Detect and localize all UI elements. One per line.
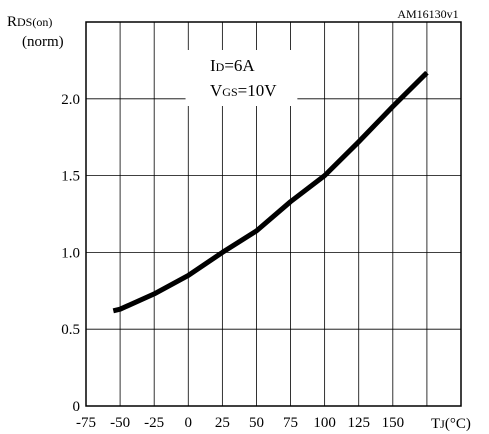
y-tick-label: 0.5 bbox=[61, 322, 80, 338]
y-axis-label: RDS(on) bbox=[7, 14, 52, 30]
figure-code: AM16130v1 bbox=[397, 7, 458, 21]
y-tick-label: 2.0 bbox=[61, 92, 80, 108]
x-tick-label: 0 bbox=[185, 415, 193, 431]
x-tick-label: -75 bbox=[76, 415, 96, 431]
x-tick-label: -25 bbox=[144, 415, 164, 431]
x-tick-labels: -75 -50 -25 0 25 50 75 100 125 150 bbox=[76, 415, 404, 431]
y-tick-label: 0 bbox=[73, 399, 81, 415]
x-tick-label: 150 bbox=[382, 415, 405, 431]
x-tick-label: 50 bbox=[249, 415, 264, 431]
y-axis-label-unit: (norm) bbox=[22, 34, 64, 50]
annotation-voltage: VGS=10V bbox=[210, 81, 277, 100]
x-tick-label: 125 bbox=[347, 415, 370, 431]
annotation-background bbox=[185, 50, 298, 106]
plot-frame bbox=[85, 21, 462, 407]
annotation-current: ID=6A bbox=[210, 56, 255, 75]
y-tick-labels: 0 0.5 1.0 1.5 2.0 bbox=[61, 92, 80, 415]
x-axis-label: TJ(°C) bbox=[431, 416, 471, 432]
y-tick-label: 1.5 bbox=[61, 169, 80, 185]
x-tick-label: 25 bbox=[215, 415, 230, 431]
x-tick-label: 100 bbox=[313, 415, 336, 431]
series-line bbox=[112, 70, 429, 314]
y-tick-label: 1.0 bbox=[61, 245, 80, 261]
x-tick-label: -50 bbox=[110, 415, 130, 431]
x-tick-label: 75 bbox=[283, 415, 298, 431]
